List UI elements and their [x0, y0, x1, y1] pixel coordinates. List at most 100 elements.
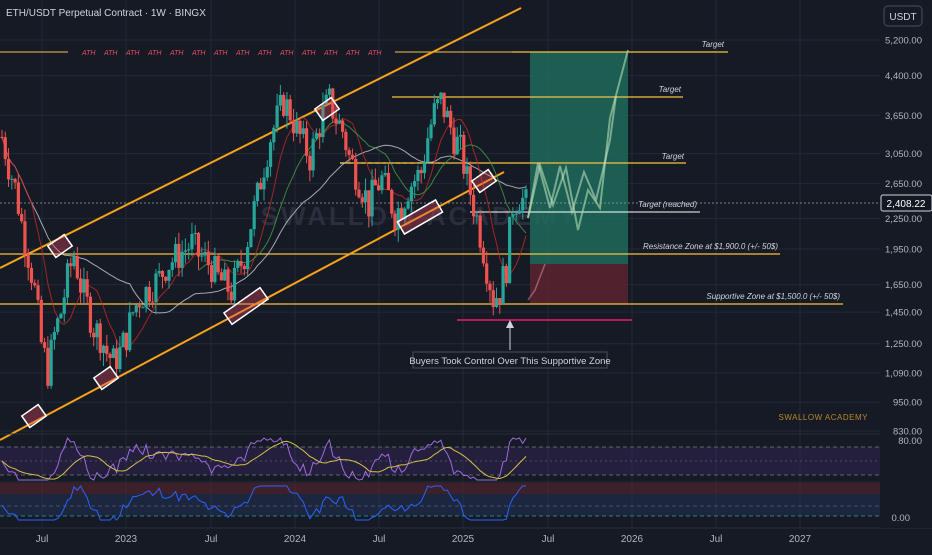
price-axis-label: 1,650.00 [885, 280, 922, 291]
candle-body [160, 270, 165, 277]
ath-label: ATH [257, 50, 272, 57]
candle-body [219, 272, 224, 281]
ath-label: ATH [367, 50, 382, 57]
candle-body [278, 94, 282, 106]
ath-label: ATH [103, 50, 118, 57]
grid [0, 0, 880, 528]
candle-body [272, 127, 276, 143]
channel-touch-box [470, 168, 498, 194]
time-axis-label: 2025 [452, 534, 475, 545]
candle-body [105, 345, 109, 354]
time-axis[interactable]: Jul 2023 Jul 2024 Jul 2025 Jul 2026 Jul 2027 [36, 534, 812, 545]
target-zone-box [530, 52, 628, 264]
moving-average-green [198, 120, 527, 271]
candle-body [167, 269, 171, 281]
candle-body [380, 175, 384, 191]
candle-body [367, 190, 371, 217]
time-axis-label: 2026 [621, 534, 644, 545]
candle-body [157, 270, 161, 274]
moving-average-red [1, 117, 527, 349]
candle-body [429, 124, 433, 139]
candle-body [301, 128, 305, 135]
candle-body [334, 118, 338, 124]
candle-body [187, 249, 191, 251]
price-axis[interactable]: 5,200.00 4,400.00 3,650.00 3,050.00 2,650.00… [885, 36, 922, 438]
rsi-ma-line [1, 440, 527, 480]
candle-body [403, 208, 407, 220]
candle-body [26, 254, 30, 268]
candle-body [92, 332, 96, 338]
candle-body [213, 255, 217, 282]
candle-body [23, 221, 27, 255]
candle-body [252, 201, 256, 230]
candle-body [134, 305, 138, 313]
channel-touch-box [396, 198, 444, 236]
candle-body [288, 99, 292, 121]
candle-body [485, 263, 489, 284]
candle-body [170, 262, 174, 270]
candle-body [124, 332, 129, 351]
target-reached-label: Target (reached) [638, 200, 697, 209]
candle-body [101, 345, 106, 353]
candle-body [210, 265, 214, 282]
candle-body [331, 88, 335, 119]
candle-body [52, 331, 56, 340]
candle-body [432, 103, 436, 125]
currency-button[interactable] [883, 5, 923, 27]
candle-body [131, 312, 135, 314]
candle-body [406, 201, 410, 209]
moving-average-white [1, 137, 527, 314]
candle-body [373, 179, 377, 186]
candle-body [409, 186, 413, 202]
candle-body [164, 276, 168, 281]
candle-body [442, 92, 446, 118]
candle-body [324, 94, 328, 105]
candle-body [275, 105, 279, 128]
ath-labels: ATH ATH ATH ATH ATH ATH ATH ATH ATH ATH ATH ATH ATH A… [81, 50, 382, 57]
candle-body [498, 298, 502, 305]
indicator-axis-label-0: 0.00 [892, 513, 911, 524]
candle-body [154, 273, 158, 303]
ath-label: ATH [301, 50, 316, 57]
candle-body [206, 251, 210, 266]
price-axis-label: 1,950.00 [885, 244, 922, 255]
brand-label: SWALLOW ACADEMY [779, 413, 869, 422]
candle-body [344, 131, 348, 151]
candle-body [223, 269, 227, 281]
candle-body [69, 263, 73, 267]
candle-body [327, 88, 332, 95]
candle-body [88, 296, 93, 333]
projection-path-high [527, 49, 629, 231]
candle-body [33, 282, 37, 286]
candle-body [42, 342, 47, 348]
candle-body [262, 177, 266, 190]
price-axis-label: 830.00 [893, 427, 922, 438]
price-axis-label: 3,050.00 [885, 149, 922, 160]
time-axis-label: 2027 [789, 534, 812, 545]
candle-body [62, 297, 66, 314]
candle-body [268, 142, 273, 167]
candle-body [363, 190, 368, 203]
candle-body [229, 291, 233, 301]
candle-body [203, 251, 207, 256]
projection-path-low [527, 263, 546, 301]
time-axis-label: 2024 [284, 534, 307, 545]
candle-body [29, 267, 34, 283]
candle-body [390, 189, 394, 214]
price-axis-label: 1,090.00 [885, 368, 922, 379]
channel-touch-box [222, 286, 270, 326]
candle-body [445, 110, 449, 118]
candle-body [72, 256, 76, 267]
candle-body [491, 290, 495, 307]
target-label-3: Target [662, 152, 685, 161]
candle-body [511, 214, 515, 217]
time-axis-label: Jul [710, 534, 723, 545]
candle-body [239, 261, 243, 266]
candle-body [465, 166, 469, 174]
candle-body [308, 155, 312, 171]
candle-body [226, 269, 230, 292]
candle-body [501, 266, 505, 305]
candle-body [46, 347, 50, 386]
